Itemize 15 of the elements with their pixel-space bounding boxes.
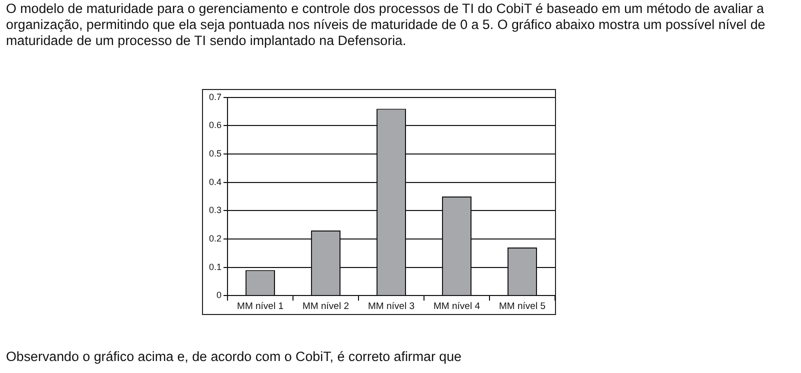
y-tick-label: 0.5	[208, 148, 222, 159]
y-tick-label: 0.7	[208, 92, 222, 102]
y-tick-label: 0.6	[208, 120, 222, 130]
x-tick-label: MM nível 3	[368, 300, 414, 312]
y-tick-label: 0.3	[208, 205, 222, 216]
x-tick-label: MM nível 4	[434, 300, 480, 312]
text: O modelo de maturidade para o gerenciamento e controle dos processos de TI do CobiT é baseado em um método de avaliar a organização, permitindo que ela seja pontuada nos níveis de maturidade de 0 a 5. O gráfico abaixo mostra um possível nível de maturidade de um processo de TI sendo implantado na Defensoria.	[6, 1, 766, 49]
y-tick-label: 0.1	[208, 262, 222, 272]
x-tick-label: MM nível 5	[499, 300, 546, 312]
y-tick-label: 0.4	[208, 176, 222, 187]
x-tick-label: MM nível 2	[302, 300, 349, 312]
x-tick-label: MM nível 1	[237, 300, 284, 312]
text: Observando o gráfico acima e, de acordo com o CobiT, é correto afirmar que	[6, 349, 462, 364]
y-tick-label: 0	[216, 290, 222, 300]
y-tick-label: 0.2	[208, 233, 222, 244]
